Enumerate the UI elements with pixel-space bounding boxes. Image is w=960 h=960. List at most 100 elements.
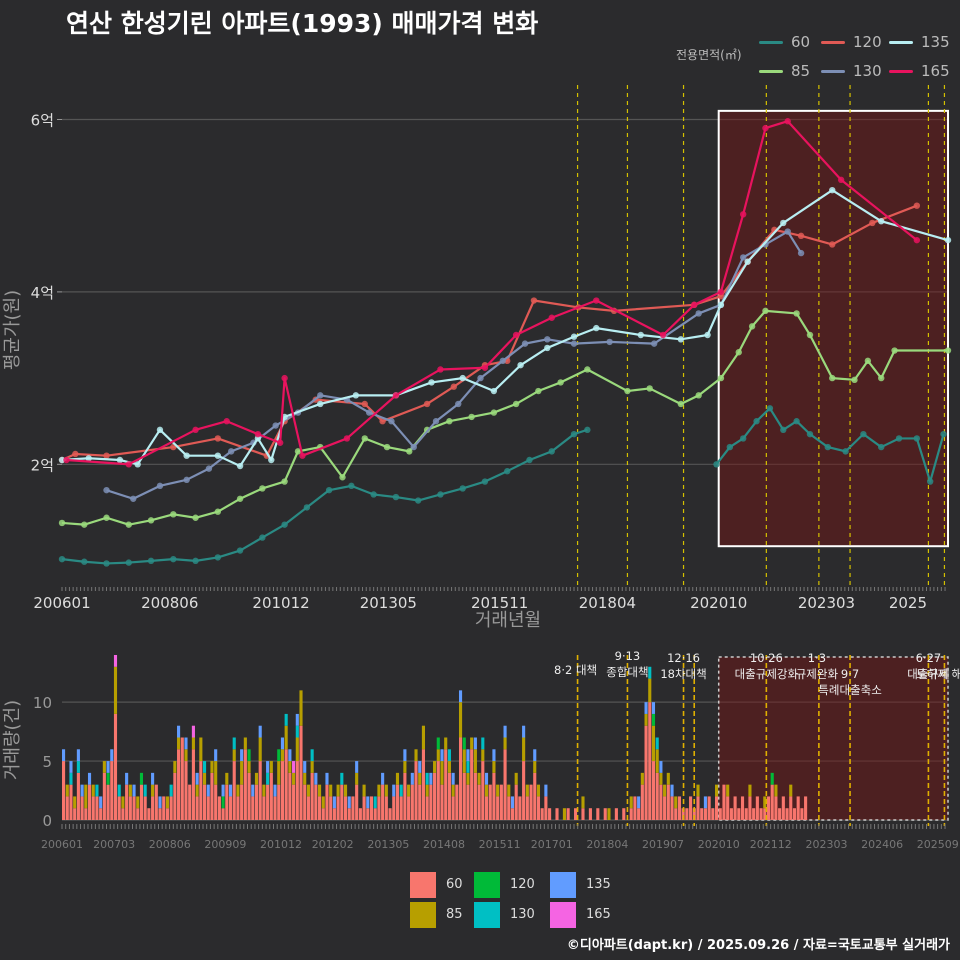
bar-segment	[280, 749, 285, 762]
bar-x-tick-label: 201305	[367, 838, 409, 851]
bar-segment	[410, 784, 414, 820]
bar-segment	[507, 784, 511, 797]
data-point	[352, 392, 360, 399]
legend-swatch	[821, 41, 845, 44]
bar-segment	[73, 796, 77, 809]
bar-segment	[458, 737, 463, 820]
bar-segment	[466, 749, 470, 762]
bar-segment	[670, 784, 674, 797]
chart-title: 연산 한성기린 아파트(1993) 매매가격 변화	[66, 9, 539, 38]
bar-segment	[247, 761, 251, 773]
bar-segment	[622, 808, 626, 820]
bar-legend-label: 85	[446, 907, 463, 922]
data-point	[829, 241, 836, 248]
bar-segment	[202, 772, 207, 785]
y-tick-label: 2억	[31, 456, 54, 474]
data-point	[695, 392, 702, 399]
bar-segment	[65, 796, 69, 820]
data-point	[499, 357, 506, 365]
bar-segment	[562, 808, 566, 820]
bar-segment	[681, 808, 685, 820]
data-point	[784, 228, 791, 235]
bar-segment	[447, 772, 451, 820]
bar-segment	[102, 772, 106, 820]
bar-x-tick-label: 200909	[204, 838, 246, 851]
data-point	[544, 336, 551, 343]
bar-segment	[288, 749, 292, 762]
policy-annotation: 18차대책	[660, 667, 706, 681]
legend-title: 전용면적(㎡)	[676, 48, 742, 62]
data-point	[548, 448, 555, 455]
x-tick-label: 202303	[798, 594, 855, 612]
bar-segment	[377, 784, 381, 797]
bar-segment	[407, 796, 411, 820]
bar-segment	[165, 796, 169, 809]
data-point	[526, 456, 533, 464]
data-point	[317, 392, 324, 399]
bar-segment	[451, 772, 455, 785]
bar-x-tick-label: 202112	[750, 838, 792, 851]
bar-segment	[243, 737, 247, 750]
bar-segment	[358, 808, 362, 820]
data-point	[156, 426, 164, 434]
x-tick-label: 201804	[579, 594, 636, 612]
bar-segment	[366, 796, 370, 809]
bar-segment	[581, 796, 585, 809]
bar-segment	[214, 749, 218, 762]
data-point	[103, 452, 110, 459]
bar-y-tick-label: 5	[42, 753, 52, 771]
bar-segment	[243, 749, 247, 820]
bar-x-tick-label: 201804	[586, 838, 628, 851]
bar-segment	[403, 749, 407, 762]
bar-segment	[262, 784, 266, 797]
bar-segment	[614, 808, 618, 820]
legend-entry-120: 120	[821, 33, 882, 51]
bar-segment	[121, 808, 125, 820]
bar-segment	[470, 749, 474, 820]
bar-segment	[496, 784, 500, 797]
bar-segment	[180, 737, 184, 820]
bar-segment	[269, 761, 273, 773]
bar-segment	[266, 784, 270, 820]
bar-segment	[425, 796, 429, 820]
bar-segment	[533, 761, 537, 773]
x-tick-label: 201511	[471, 594, 528, 612]
bar-segment	[481, 761, 485, 820]
bar-segment	[125, 784, 129, 820]
bar-segment	[651, 713, 656, 726]
bar-segment	[177, 737, 181, 750]
bar-segment	[347, 808, 351, 820]
bar-x-tick-label: 201907	[642, 838, 684, 851]
bar-segment	[685, 808, 689, 820]
bar-segment	[343, 796, 348, 820]
bar-segment	[195, 784, 199, 797]
bar-segment	[696, 784, 700, 797]
bar-segment	[462, 737, 466, 750]
bar-segment	[284, 725, 288, 750]
bar-segment	[700, 808, 704, 820]
bar-segment	[484, 796, 489, 820]
data-point	[926, 478, 934, 485]
bar-segment	[403, 772, 407, 820]
bar-segment	[458, 690, 463, 703]
bar-segment	[510, 808, 515, 820]
bar-segment	[284, 749, 288, 820]
bar-segment	[789, 796, 793, 820]
bar-segment	[633, 796, 637, 820]
data-point	[281, 374, 288, 382]
data-point	[214, 435, 222, 442]
bar-segment	[399, 796, 403, 820]
bar-segment	[139, 772, 144, 785]
bar-segment	[792, 808, 797, 820]
bar-segment	[369, 796, 374, 820]
bar-segment	[748, 796, 752, 820]
data-point	[192, 426, 199, 434]
bar-segment	[484, 772, 489, 785]
bar-segment	[173, 761, 177, 773]
bar-segment	[132, 796, 136, 820]
bar-segment	[228, 784, 233, 797]
bar-segment	[748, 784, 752, 797]
bar-segment	[648, 666, 652, 679]
data-point	[793, 418, 800, 425]
bar-segment	[425, 784, 429, 797]
